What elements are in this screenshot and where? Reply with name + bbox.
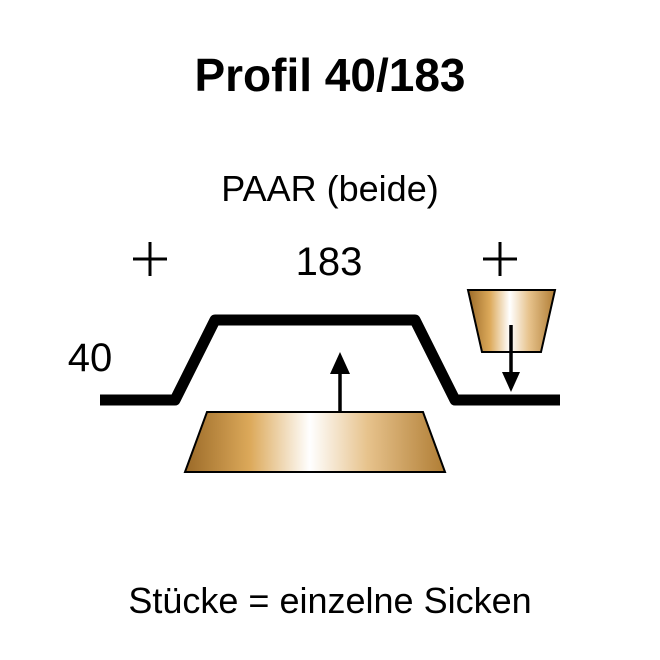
profile-drawing [0, 0, 660, 660]
lower-tool-arrow-head [330, 352, 350, 374]
diagram-canvas: Profil 40/183 PAAR (beide) 183 40 Stücke… [0, 0, 660, 660]
lower-tool [185, 412, 445, 472]
upper-tool-arrow-head [502, 372, 520, 392]
